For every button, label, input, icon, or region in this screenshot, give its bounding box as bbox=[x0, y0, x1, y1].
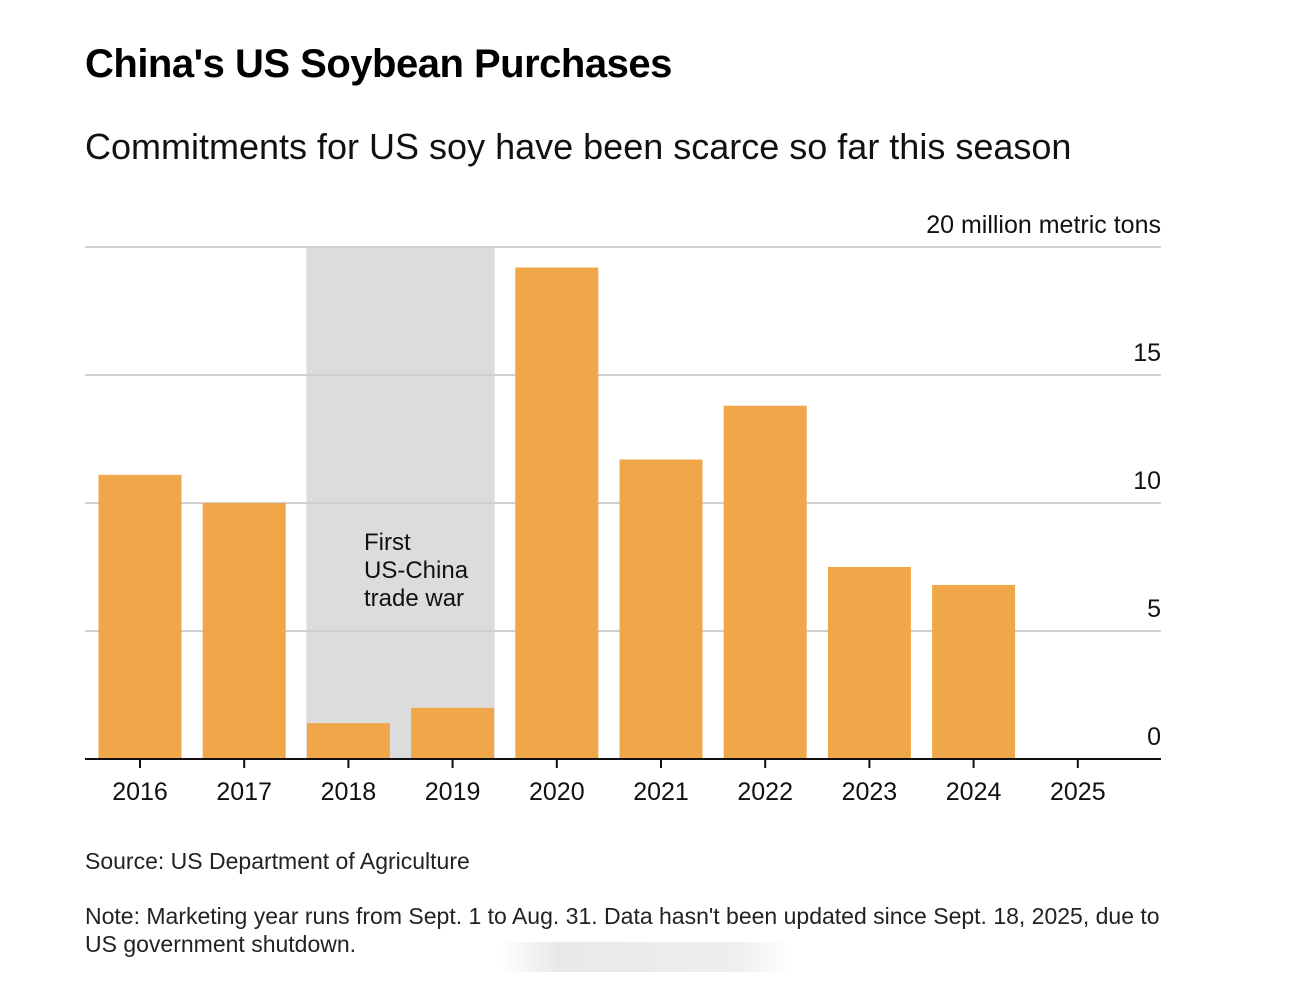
y-tick-label: 10 bbox=[1133, 467, 1161, 495]
bar-2016 bbox=[98, 474, 182, 759]
axis-layer bbox=[85, 758, 1161, 768]
bars-layer bbox=[98, 267, 1016, 759]
y-tick-label: 5 bbox=[1147, 595, 1161, 623]
x-tick-label: 2020 bbox=[529, 778, 585, 806]
bar-chart: 0 5 10 15 20 million metric tons 2016 2017 2018… bbox=[85, 211, 1161, 806]
footnote: Note: Marketing year runs from Sept. 1 t… bbox=[85, 903, 1160, 957]
bar-2022 bbox=[723, 405, 807, 759]
source-note: Source: US Department of Agriculture bbox=[85, 848, 470, 874]
x-tick-label: 2016 bbox=[112, 778, 168, 806]
trade-war-annotation-line: trade war bbox=[364, 585, 464, 612]
y-tick-label: 0 bbox=[1147, 723, 1161, 751]
trade-war-annotation-line: First bbox=[364, 529, 411, 556]
x-tick-label: 2024 bbox=[946, 778, 1002, 806]
chart-subtitle: Commitments for US soy have been scarce … bbox=[85, 126, 1072, 167]
chart-title: China's US Soybean Purchases bbox=[85, 42, 672, 86]
labels-layer: 0 5 10 15 20 million metric tons 2016 2017 2018… bbox=[112, 211, 1161, 806]
x-tick-label: 2025 bbox=[1050, 778, 1106, 806]
bar-2021 bbox=[619, 459, 703, 759]
bar-2018 bbox=[306, 723, 390, 759]
bar-2017 bbox=[202, 503, 286, 759]
watermark-smudge bbox=[500, 942, 790, 972]
x-tick-label: 2017 bbox=[216, 778, 272, 806]
bar-2023 bbox=[827, 567, 911, 759]
y-tick-label: 15 bbox=[1133, 339, 1161, 367]
x-tick-label: 2022 bbox=[737, 778, 793, 806]
trade-war-annotation-line: US-China bbox=[364, 557, 469, 584]
bar-2019 bbox=[411, 707, 495, 759]
bar-2020 bbox=[515, 267, 599, 759]
x-tick-label: 2021 bbox=[633, 778, 689, 806]
x-tick-label: 2023 bbox=[842, 778, 898, 806]
x-tick-label: 2019 bbox=[425, 778, 481, 806]
bar-2024 bbox=[932, 584, 1016, 759]
y-tick-label: 20 million metric tons bbox=[926, 211, 1161, 239]
x-tick-label: 2018 bbox=[321, 778, 377, 806]
